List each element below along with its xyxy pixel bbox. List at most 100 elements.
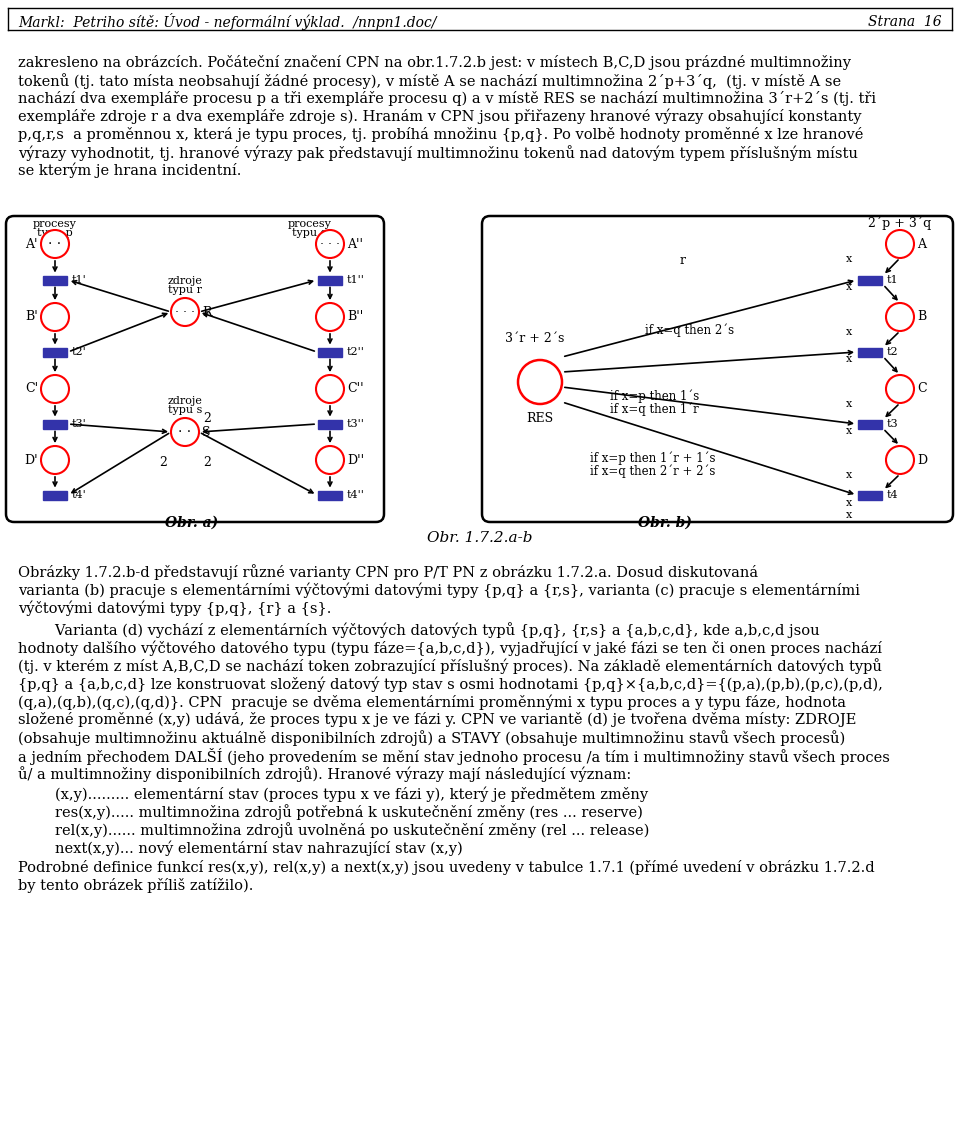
Text: (q,a),(q,b),(q,c),(q,d)}. CPN  pracuje se dvěma elementárními proměnnými x typu : (q,a),(q,b),(q,c),(q,d)}. CPN pracuje se…: [18, 694, 846, 709]
Text: Obr. b): Obr. b): [638, 516, 692, 530]
Text: R: R: [202, 305, 211, 319]
Text: t1': t1': [72, 275, 86, 285]
Text: t2: t2: [887, 347, 899, 357]
Text: procesy: procesy: [33, 218, 77, 229]
Text: t2'': t2'': [347, 347, 365, 357]
Text: Obrázky 1.7.2.b-d představují různé varianty CPN pro P/T PN z obrázku 1.7.2.a. D: Obrázky 1.7.2.b-d představují různé vari…: [18, 564, 758, 580]
Circle shape: [41, 230, 69, 258]
Text: p,q,r,s  a proměnnou x, která je typu proces, tj. probíhá množinu {p,q}. Po volb: p,q,r,s a proměnnou x, která je typu pro…: [18, 127, 863, 142]
Text: zdroje: zdroje: [168, 276, 203, 286]
Bar: [43, 420, 67, 429]
Text: C': C': [25, 383, 38, 395]
Text: by tento obrázek příliš zatížilo).: by tento obrázek příliš zatížilo).: [18, 878, 253, 893]
Bar: [858, 491, 882, 500]
Text: next(x,y)... nový elementární stav nahrazující stav (x,y): next(x,y)... nový elementární stav nahra…: [18, 840, 463, 856]
Text: a jedním přechodem DALŠÍ (jeho provedením se mění stav jednoho procesu /a tím i : a jedním přechodem DALŠÍ (jeho provedení…: [18, 748, 890, 765]
Text: D': D': [24, 454, 38, 466]
Text: {p,q} a {a,b,c,d} lze konstruovat složený datový typ stav s osmi hodnotami {p,q}: {p,q} a {a,b,c,d} lze konstruovat složen…: [18, 676, 883, 691]
Text: x: x: [846, 327, 852, 337]
Text: typu s: typu s: [168, 405, 203, 415]
Text: (x,y)......... elementární stav (proces typu x ve fázi y), který je předmětem zm: (x,y)......... elementární stav (proces …: [18, 786, 648, 802]
Bar: [43, 348, 67, 357]
Text: t3': t3': [72, 419, 86, 429]
Text: nachází dva exempláře procesu p a tři exempláře procesu q) a v místě RES se nach: nachází dva exempláře procesu p a tři ex…: [18, 91, 876, 106]
Bar: [318, 491, 342, 500]
Circle shape: [886, 230, 914, 258]
Text: t4: t4: [887, 490, 899, 500]
Text: x: x: [846, 355, 852, 365]
Bar: [318, 420, 342, 429]
Text: složené proměnné (x,y) udává, že proces typu x je ve fázi y. CPN ve variantě (d): složené proměnné (x,y) udává, že proces …: [18, 712, 856, 727]
Bar: [318, 348, 342, 357]
Text: D'': D'': [347, 454, 364, 466]
Text: B': B': [25, 311, 38, 323]
Text: S: S: [202, 426, 210, 438]
Text: if x=p then 1´r + 1´s: if x=p then 1´r + 1´s: [590, 452, 715, 465]
Bar: [858, 348, 882, 357]
Circle shape: [41, 446, 69, 474]
Circle shape: [316, 446, 344, 474]
Bar: [858, 420, 882, 429]
Text: se kterým je hrana incidentní.: se kterým je hrana incidentní.: [18, 163, 241, 179]
Text: x: x: [846, 254, 852, 263]
Circle shape: [886, 446, 914, 474]
Circle shape: [316, 375, 344, 403]
Text: t4'': t4'': [347, 490, 365, 500]
Text: t3: t3: [887, 419, 899, 429]
Text: Strana  16: Strana 16: [869, 15, 942, 29]
Text: ů/ a multimnožiny disponibilních zdrojů). Hranové výrazy mají následující význam: ů/ a multimnožiny disponibilních zdrojů)…: [18, 766, 632, 781]
Text: x: x: [846, 399, 852, 409]
Text: C'': C'': [347, 383, 364, 395]
Text: 3´r + 2´s: 3´r + 2´s: [505, 332, 564, 345]
Text: x: x: [846, 470, 852, 480]
Text: typu r: typu r: [168, 285, 202, 295]
Text: procesy: procesy: [288, 218, 332, 229]
Circle shape: [886, 375, 914, 403]
Text: typu q: typu q: [292, 227, 327, 238]
Text: B'': B'': [347, 311, 363, 323]
Text: x: x: [846, 427, 852, 437]
Text: · ·: · ·: [48, 236, 61, 251]
Bar: [43, 276, 67, 285]
Text: A'': A'': [347, 238, 363, 250]
Text: Markl:  Petriho sítě: Úvod - neformální výklad.  /nnpn1.doc/: Markl: Petriho sítě: Úvod - neformální v…: [18, 14, 437, 30]
Text: rel(x,y)...... multimnožina zdrojů uvolněná po uskutečnění změny (rel ... releas: rel(x,y)...... multimnožina zdrojů uvoln…: [18, 822, 649, 838]
Text: t1'': t1'': [347, 275, 365, 285]
Text: Obr. 1.7.2.a-b: Obr. 1.7.2.a-b: [427, 531, 533, 545]
Text: if x=p then 1´s: if x=p then 1´s: [610, 390, 699, 403]
Circle shape: [171, 298, 199, 327]
Text: typu p: typu p: [37, 227, 73, 238]
Text: RES: RES: [526, 412, 554, 425]
Text: 2: 2: [203, 456, 211, 468]
Text: A': A': [26, 238, 38, 250]
Text: výčtovými datovými typy {p,q}, {r} a {s}.: výčtovými datovými typy {p,q}, {r} a {s}…: [18, 600, 331, 616]
Circle shape: [316, 230, 344, 258]
Text: exempláře zdroje r a dva exempláře zdroje s). Hranám v CPN jsou přiřazeny hranov: exempláře zdroje r a dva exempláře zdroj…: [18, 109, 861, 125]
Text: A: A: [917, 238, 926, 250]
Text: 2: 2: [203, 412, 211, 425]
Text: res(x,y)..... multimnožina zdrojů potřebná k uskutečnění změny (res ... reserve): res(x,y)..... multimnožina zdrojů potřeb…: [18, 804, 643, 820]
Text: · · ·: · · ·: [320, 238, 340, 250]
Text: (tj. v kterém z míst A,B,C,D se nachází token zobrazující příslušný proces). Na : (tj. v kterém z míst A,B,C,D se nachází …: [18, 658, 882, 673]
Text: t3'': t3'': [347, 419, 365, 429]
Text: x: x: [846, 498, 852, 508]
Text: výrazy vyhodnotit, tj. hranové výrazy pak představují multimnožinu tokenů nad da: výrazy vyhodnotit, tj. hranové výrazy pa…: [18, 145, 858, 161]
Circle shape: [316, 303, 344, 331]
Text: B: B: [917, 311, 926, 323]
Circle shape: [171, 418, 199, 446]
Text: C: C: [917, 383, 926, 395]
Text: t2': t2': [72, 347, 86, 357]
Text: zakresleno na obrázcích. Počáteční značení CPN na obr.1.7.2.b jest: v místech B,: zakresleno na obrázcích. Počáteční znače…: [18, 55, 851, 70]
Text: t1: t1: [887, 275, 899, 285]
Bar: [43, 491, 67, 500]
Text: Podrobné definice funkcí res(x,y), rel(x,y) a next(x,y) jsou uvedeny v tabulce 1: Podrobné definice funkcí res(x,y), rel(x…: [18, 860, 875, 875]
Text: Varianta (d) vychází z elementárních výčtových datových typů {p,q}, {r,s} a {a,b: Varianta (d) vychází z elementárních výč…: [18, 622, 820, 637]
Text: 2´p + 3´q: 2´p + 3´q: [869, 216, 931, 230]
Bar: [318, 276, 342, 285]
Text: r: r: [680, 254, 686, 267]
Bar: [858, 276, 882, 285]
Text: 2: 2: [159, 456, 167, 468]
Text: tokenů (tj. tato místa neobsahují žádné procesy), v místě A se nachází multimnož: tokenů (tj. tato místa neobsahují žádné …: [18, 73, 841, 89]
Text: D: D: [917, 454, 927, 466]
Circle shape: [518, 360, 562, 404]
